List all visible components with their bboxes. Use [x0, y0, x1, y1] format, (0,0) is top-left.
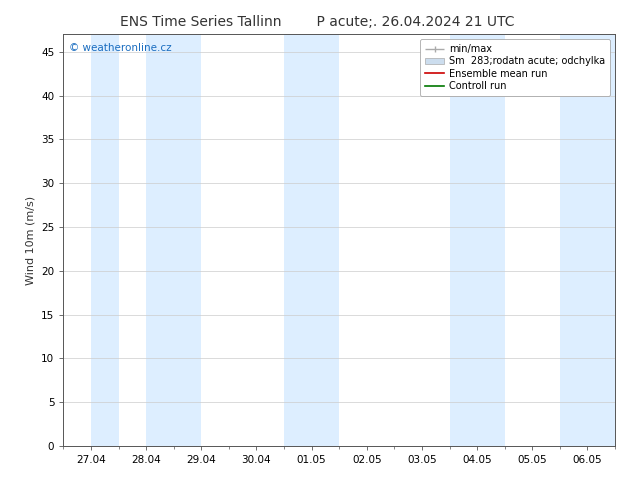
Legend: min/max, Sm  283;rodatn acute; odchylka, Ensemble mean run, Controll run: min/max, Sm 283;rodatn acute; odchylka, … — [420, 39, 610, 96]
Bar — [284, 34, 339, 446]
Text: © weatheronline.cz: © weatheronline.cz — [69, 43, 172, 52]
Bar — [146, 34, 202, 446]
Text: ENS Time Series Tallinn        P acute;. 26.04.2024 21 UTC: ENS Time Series Tallinn P acute;. 26.04.… — [120, 15, 514, 29]
Bar — [91, 34, 119, 446]
Y-axis label: Wind 10m (m/s): Wind 10m (m/s) — [25, 196, 36, 285]
Bar — [450, 34, 505, 446]
Bar — [560, 34, 615, 446]
